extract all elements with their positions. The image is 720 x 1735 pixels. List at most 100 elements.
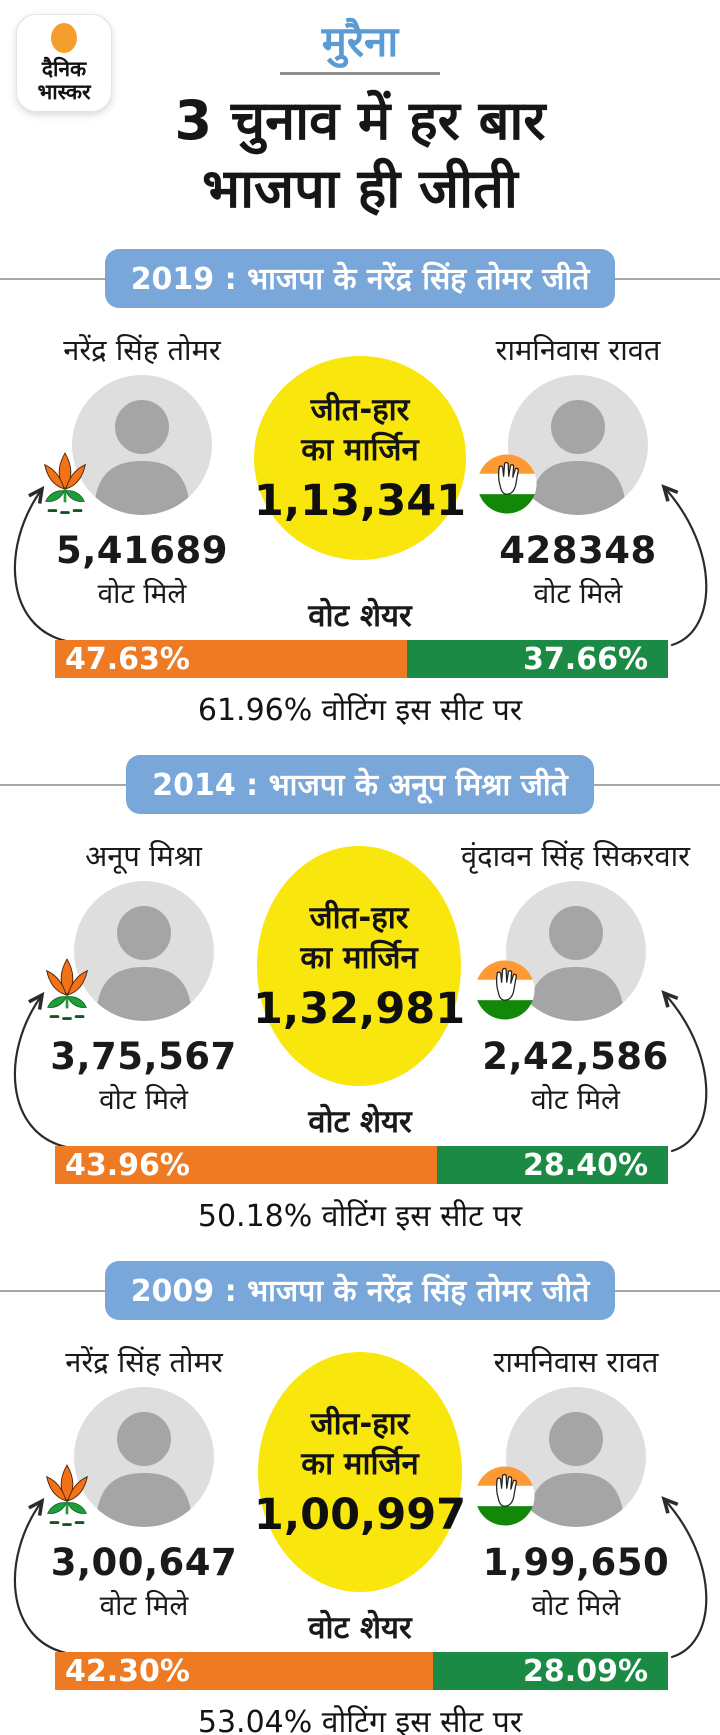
vote-share-label: वोट शेयर: [308, 1104, 412, 1141]
margin-column: जीत-हार का मार्जिन 1,32,981: [253, 836, 465, 1118]
bjp-lotus-icon: [38, 955, 96, 1029]
runner-up-candidate-block: वृंदावन सिंह सिकरवार: [461, 836, 690, 1118]
divider-line: [593, 783, 720, 786]
vote-share-label: वोट शेयर: [308, 1610, 412, 1647]
vote-share-bar: 43.96% 28.40%: [55, 1146, 668, 1185]
divider-line: [0, 1289, 105, 1292]
logo-sun-icon: [51, 22, 77, 53]
person-silhouette-icon: [527, 906, 624, 1022]
section-header-pill: 2019 : भाजपा के नरेंद्र सिंह तोमर जीते: [104, 249, 616, 309]
candidate-photo: [74, 1387, 214, 1528]
congress-share-segment: 28.09%: [433, 1652, 668, 1691]
logo-text: दैनिक भास्कर: [37, 56, 91, 104]
congress-share-value: 28.09%: [523, 1653, 648, 1689]
dainik-bhaskar-logo: दैनिक भास्कर: [16, 14, 112, 112]
votes-label: वोट मिले: [97, 577, 187, 611]
margin-column: जीत-हार का मार्जिन 1,00,997: [254, 1342, 466, 1624]
margin-label-line1: जीत-हार: [310, 391, 410, 428]
turnout-text: 50.18% वोटिंग इस सीट पर: [197, 1199, 523, 1235]
section-header-pill: 2009 : भाजपा के नरेंद्र सिंह तोमर जीते: [104, 1261, 616, 1321]
candidate-photo: [508, 375, 648, 516]
candidate-name: अनूप मिश्रा: [85, 839, 202, 874]
divider-line: [615, 1289, 720, 1292]
candidates-row: अनूप मिश्रा: [0, 836, 720, 1118]
person-silhouette-icon: [530, 400, 626, 516]
candidate-name: नरेंद्र सिंह तोमर: [63, 333, 221, 368]
vote-share-label: वोट शेयर: [308, 598, 412, 635]
congress-hand-icon: [474, 1465, 536, 1531]
margin-label-line2: का मार्जिन: [300, 940, 418, 977]
divider-line: [0, 783, 127, 786]
section-header-row: 2019 : भाजपा के नरेंद्र सिंह तोमर जीते: [0, 249, 720, 309]
candidate-name: वृंदावन सिंह सिकरवार: [461, 839, 690, 874]
turnout-text: 61.96% वोटिंग इस सीट पर: [197, 693, 523, 729]
turnout-text: 53.04% वोटिंग इस सीट पर: [197, 1705, 523, 1735]
margin-circle: जीत-हार का मार्जिन 1,32,981: [253, 846, 465, 1087]
congress-hand-icon: [476, 453, 538, 519]
winner-candidate-block: नरेंद्र सिंह तोमर: [30, 330, 254, 612]
candidate-name: नरेंद्र सिंह तोमर: [65, 1345, 223, 1380]
votes-label: वोट मिले: [531, 1083, 620, 1117]
person-silhouette-icon: [95, 906, 192, 1022]
candidate-name: रामनिवास रावत: [493, 1345, 659, 1380]
section-header-pill: 2014 : भाजपा के अनूप मिश्रा जीते: [126, 755, 594, 815]
margin-circle: जीत-हार का मार्जिन 1,13,341: [253, 356, 467, 561]
headline-line2: भाजपा ही जीती: [202, 157, 518, 221]
divider-line: [0, 277, 105, 280]
margin-label-line1: जीत-हार: [310, 1405, 410, 1442]
congress-share-segment: 28.40%: [437, 1146, 668, 1185]
winner-candidate-block: नरेंद्र सिंह तोमर: [30, 1342, 258, 1624]
votes-count: 2,42,586: [482, 1035, 669, 1079]
divider-line: [615, 277, 720, 280]
votes-count: 3,00,647: [50, 1541, 238, 1585]
candidates-row: नरेंद्र सिंह तोमर: [0, 330, 720, 612]
election-2009-section: 2009 : भाजपा के नरेंद्र सिंह तोमर जीते न…: [0, 1261, 720, 1735]
election-2019-section: 2019 : भाजपा के नरेंद्र सिंह तोमर जीते न…: [0, 249, 720, 729]
section-header-row: 2009 : भाजपा के नरेंद्र सिंह तोमर जीते: [0, 1261, 720, 1321]
votes-label: वोट मिले: [99, 1589, 189, 1623]
runner-up-candidate-block: रामनिवास रावत: [466, 330, 690, 612]
vote-share-bar: 42.30% 28.09%: [55, 1652, 668, 1691]
vote-share-bar: 47.63% 37.66%: [55, 640, 668, 679]
logo-line2: भास्कर: [37, 79, 91, 104]
election-2014-section: 2014 : भाजपा के अनूप मिश्रा जीते अनूप मि…: [0, 755, 720, 1235]
votes-label: वोट मिले: [533, 577, 623, 611]
candidate-photo-wrap: [44, 375, 212, 516]
margin-value: 1,13,341: [253, 476, 467, 527]
masthead: मुरैना: [0, 0, 720, 75]
bjp-share-value: 47.63%: [65, 641, 190, 677]
margin-value: 1,32,981: [252, 984, 466, 1035]
candidate-photo-wrap: [477, 375, 648, 516]
votes-count: 5,41689: [55, 529, 229, 573]
person-silhouette-icon: [94, 400, 190, 516]
congress-share-value: 37.66%: [523, 641, 648, 677]
margin-label-line2: का मार्जिन: [301, 432, 419, 469]
margin-label-line1: जीत-हार: [309, 899, 409, 936]
winner-candidate-block: अनूप मिश्रा: [30, 836, 257, 1118]
congress-share-segment: 37.66%: [407, 640, 668, 679]
candidate-photo: [72, 375, 212, 516]
margin-label-line2: का मार्जिन: [301, 1446, 419, 1483]
votes-count: 1,99,650: [482, 1541, 670, 1585]
bjp-share-value: 42.30%: [65, 1653, 190, 1689]
margin-value: 1,00,997: [253, 1490, 467, 1541]
votes-count: 428348: [499, 529, 657, 573]
votes-label: वोट मिले: [531, 1589, 621, 1623]
bjp-share-value: 43.96%: [65, 1147, 190, 1183]
headline-line1: 3 चुनाव में हर बार: [174, 89, 546, 152]
margin-column: जीत-हार का मार्जिन 1,13,341: [254, 330, 466, 612]
bjp-share-segment: 43.96%: [55, 1146, 438, 1185]
congress-share-value: 28.40%: [523, 1147, 648, 1183]
votes-label: वोट मिले: [99, 1083, 188, 1117]
candidate-photo-wrap: [45, 881, 214, 1022]
bjp-lotus-icon: [38, 1461, 96, 1535]
logo-line1: दैनिक: [41, 56, 87, 81]
runner-up-candidate-block: रामनिवास रावत: [462, 1342, 690, 1624]
congress-hand-icon: [474, 959, 536, 1025]
person-silhouette-icon: [96, 1412, 192, 1528]
candidates-row: नरेंद्र सिंह तोमर: [0, 1342, 720, 1624]
person-silhouette-icon: [528, 1412, 624, 1528]
bjp-share-segment: 47.63%: [55, 640, 408, 679]
candidate-photo-wrap: [475, 1387, 646, 1528]
